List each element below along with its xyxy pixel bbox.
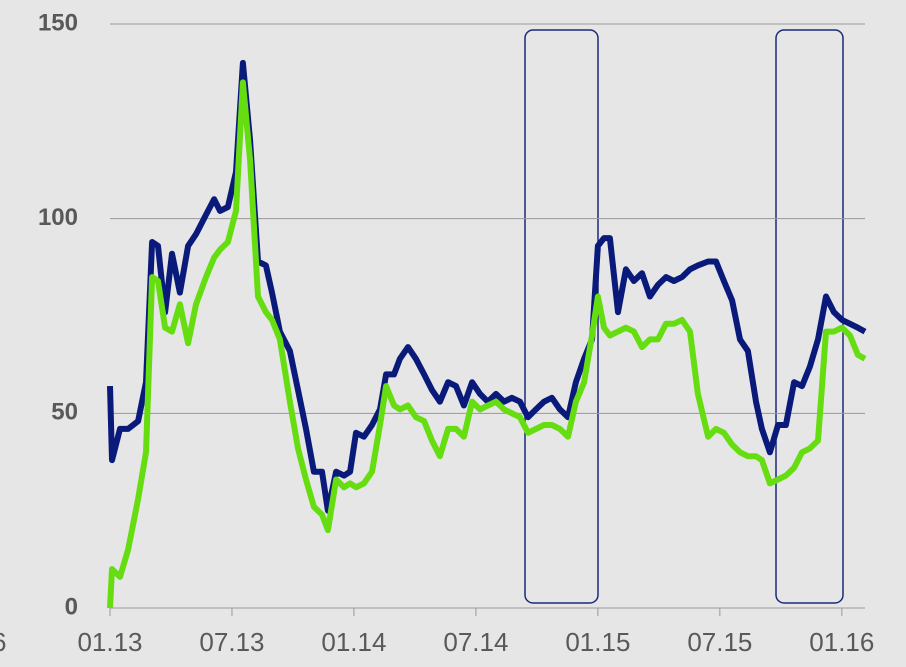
y-tick-label: 150 <box>38 9 78 36</box>
y-tick-label: 50 <box>51 399 78 426</box>
highlight-box <box>524 29 599 604</box>
y-tick-label: 100 <box>38 204 78 231</box>
x-tick-label: 01.14 <box>321 627 386 657</box>
highlight-box <box>775 29 844 604</box>
series-line <box>107 79 867 609</box>
y-tick-label: 0 <box>65 593 78 620</box>
series-line <box>107 59 867 514</box>
x-tick-label: 07.14 <box>443 627 508 657</box>
x-tick-label: 07.15 <box>687 627 752 657</box>
x-tick-label: 01.15 <box>565 627 630 657</box>
clipped-label: 6 <box>0 627 6 657</box>
x-tick-label: 01.13 <box>77 627 142 657</box>
x-tick-label: 01.16 <box>809 627 874 657</box>
x-tick-label: 07.13 <box>199 627 264 657</box>
